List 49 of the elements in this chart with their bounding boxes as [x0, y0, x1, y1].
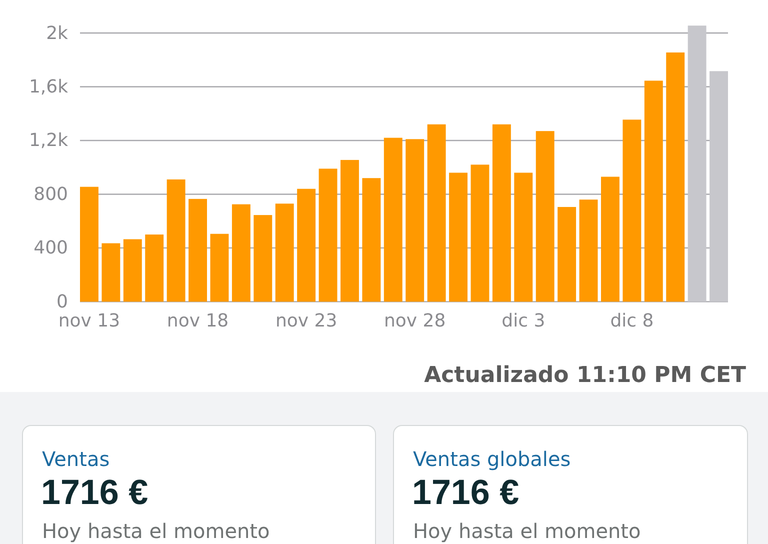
text: Ventas globales: [413, 447, 571, 471]
bar: [145, 234, 164, 302]
bar: [688, 26, 706, 302]
x-tick-label: nov 13: [58, 310, 120, 332]
bar: [166, 179, 186, 302]
text: 1716 €: [412, 473, 520, 513]
bar: [710, 71, 728, 302]
bar: [622, 120, 642, 302]
x-tick-label: nov 23: [275, 310, 338, 332]
y-tick-label: 2k: [46, 22, 69, 44]
bar: [188, 198, 207, 302]
bar: [340, 160, 359, 302]
bar: [123, 239, 142, 302]
x-tick-label: nov 28: [384, 310, 446, 332]
y-tick-label: 800: [34, 184, 68, 205]
text: Actualizado 11:10 PM CET: [424, 363, 746, 388]
bar: [644, 80, 663, 302]
text: Hoy hasta el momento: [42, 519, 270, 543]
bar: [558, 206, 576, 302]
text: Ventas: [42, 447, 110, 471]
x-tick-label: dic 8: [610, 310, 654, 332]
bar: [514, 172, 533, 302]
bar: [427, 124, 446, 302]
bar: [666, 52, 685, 302]
bar: [384, 138, 402, 302]
bar: [210, 234, 229, 302]
text: Hoy hasta el momento: [413, 519, 641, 543]
y-tick-label: 0: [56, 291, 68, 312]
bar: [536, 131, 554, 302]
bar: [254, 215, 272, 302]
y-tick-label: 1,6k: [28, 76, 69, 98]
bar: [362, 178, 381, 302]
x-tick-label: dic 3: [502, 310, 546, 332]
bar: [470, 164, 490, 302]
bar: [406, 139, 424, 302]
y-tick-label: 400: [34, 238, 68, 259]
bar: [601, 176, 620, 302]
bar: [492, 124, 511, 302]
bar: [318, 168, 338, 302]
bar: [275, 204, 294, 302]
y-tick-label: 1,2k: [28, 130, 69, 152]
text: 1716 €: [41, 473, 148, 513]
x-tick-label: nov 18: [166, 310, 229, 332]
bar: [80, 186, 98, 302]
bar: [232, 204, 250, 302]
bar: [102, 243, 120, 302]
bar: [449, 172, 468, 302]
bar: [297, 188, 316, 302]
bar: [579, 200, 598, 302]
